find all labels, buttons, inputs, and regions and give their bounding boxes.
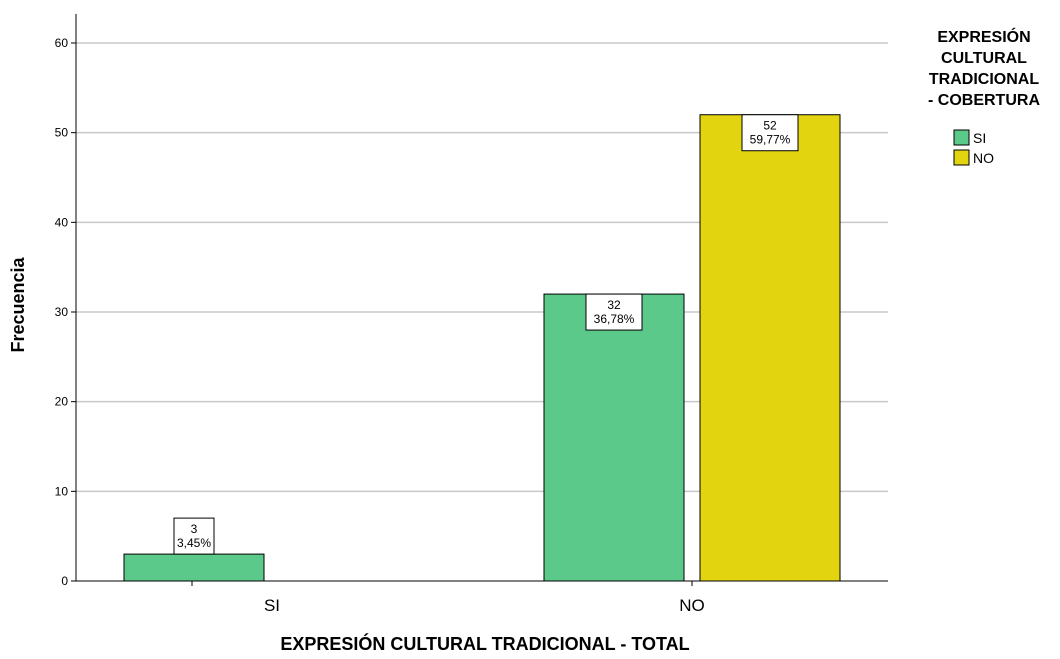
legend-title-line: TRADICIONAL bbox=[929, 71, 1039, 88]
legend-label: SI bbox=[973, 130, 986, 146]
data-label-box bbox=[585, 293, 643, 331]
legend: EXPRESIÓN CULTURAL TRADICIONAL - COBERTURA S… bbox=[928, 27, 1040, 166]
x-category-label: NO bbox=[679, 596, 705, 615]
y-tick-label: 40 bbox=[55, 215, 69, 229]
y-tick-label: 30 bbox=[55, 305, 69, 319]
legend-label: NO bbox=[973, 150, 994, 166]
legend-swatch bbox=[953, 149, 970, 166]
data-label-box bbox=[741, 114, 799, 152]
y-tick-label: 60 bbox=[55, 36, 69, 50]
y-axis-ticks: 0 10 20 30 40 50 60 bbox=[55, 36, 76, 588]
data-label-count: 52 bbox=[763, 119, 777, 133]
y-tick-label: 0 bbox=[61, 574, 68, 588]
y-tick-label: 20 bbox=[55, 395, 69, 409]
y-tick-label: 10 bbox=[55, 484, 69, 498]
bar-si-no bbox=[543, 293, 685, 582]
y-axis-title: Frecuencia bbox=[8, 256, 28, 352]
data-label-percent: 36,78% bbox=[594, 312, 635, 326]
data-label-count: 3 bbox=[191, 522, 198, 536]
data-label-count: 32 bbox=[607, 298, 621, 312]
bars bbox=[123, 114, 841, 582]
bar-no-no bbox=[699, 114, 841, 582]
legend-title-line: CULTURAL bbox=[941, 50, 1027, 67]
data-label-percent: 3,45% bbox=[177, 536, 211, 550]
y-tick-label: 50 bbox=[55, 126, 69, 140]
legend-title-line: EXPRESIÓN bbox=[937, 27, 1030, 46]
legend-swatch bbox=[953, 129, 970, 146]
x-axis-categories: SI NO bbox=[191, 581, 705, 615]
data-label-box bbox=[173, 517, 215, 555]
x-category-label: SI bbox=[264, 596, 280, 615]
x-axis-title: EXPRESIÓN CULTURAL TRADICIONAL - TOTAL bbox=[280, 633, 689, 654]
legend-title-line: - COBERTURA bbox=[928, 92, 1040, 109]
data-label-percent: 59,77% bbox=[750, 133, 791, 147]
bar-si-si bbox=[123, 553, 265, 582]
